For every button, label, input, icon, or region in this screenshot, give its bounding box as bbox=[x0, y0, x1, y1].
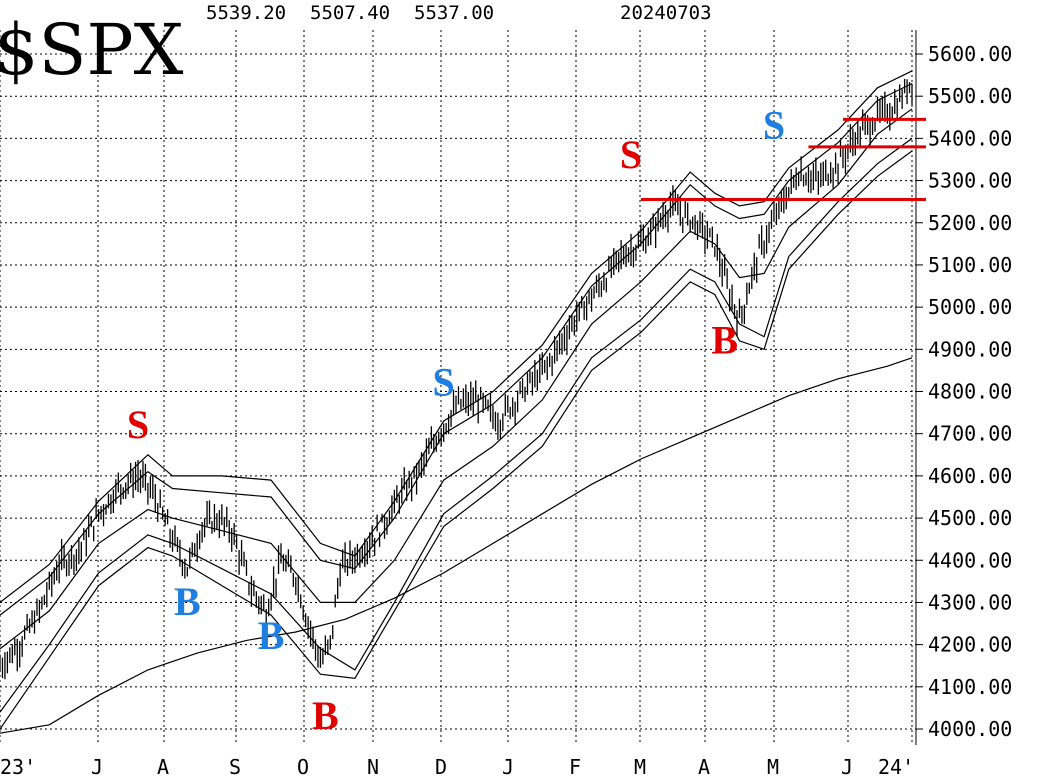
x-tick-label: 23' bbox=[0, 755, 36, 776]
band-lines bbox=[0, 70, 913, 734]
buy-signal-label: B bbox=[711, 318, 738, 363]
y-tick-label: 4700.00 bbox=[928, 422, 1012, 446]
y-tick-label: 5000.00 bbox=[928, 295, 1012, 319]
sell-signal-label: S bbox=[433, 360, 455, 405]
grid-lines bbox=[0, 30, 917, 745]
x-tick-label: J bbox=[841, 755, 853, 776]
y-tick-label: 4400.00 bbox=[928, 548, 1012, 572]
y-tick-label: 4200.00 bbox=[928, 633, 1012, 657]
ohlc-date: 20240703 bbox=[620, 2, 712, 24]
x-tick-label: A bbox=[698, 755, 710, 776]
price-bars bbox=[0, 78, 913, 680]
horizontal-levels bbox=[640, 117, 926, 202]
x-tick-label: J bbox=[91, 755, 103, 776]
y-tick-label: 4500.00 bbox=[928, 506, 1012, 530]
y-tick-label: 5500.00 bbox=[928, 84, 1012, 108]
ohlc-close: 5537.00 bbox=[414, 2, 494, 24]
y-tick-label: 5300.00 bbox=[928, 169, 1012, 193]
series-upper-inner-band bbox=[0, 82, 913, 616]
x-tick-label: A bbox=[157, 755, 169, 776]
x-tick-label: F bbox=[569, 755, 581, 776]
ohlc-low: 5507.40 bbox=[310, 2, 390, 24]
series-lower-inner-band bbox=[0, 137, 913, 713]
sell-signal-label: S bbox=[620, 132, 642, 177]
y-tick-label: 4300.00 bbox=[928, 590, 1012, 614]
x-tick-label: J bbox=[502, 755, 514, 776]
series-upper-outer-band bbox=[0, 70, 913, 603]
y-tick-label: 4600.00 bbox=[928, 464, 1012, 488]
x-tick-label: O bbox=[297, 755, 309, 776]
buy-signal-label: B bbox=[258, 613, 285, 658]
chart-title: $SPX bbox=[0, 9, 184, 91]
buy-signal-label: B bbox=[174, 579, 201, 624]
x-tick-label: N bbox=[367, 755, 379, 776]
series-200-day-ma bbox=[0, 357, 913, 734]
x-tick-label: S bbox=[229, 755, 241, 776]
x-tick-label: M bbox=[767, 755, 779, 776]
y-axis-labels: 5600.00 5500.00 5400.00 5300.00 5200.00 5100.… bbox=[916, 42, 1012, 741]
sell-signal-label: S bbox=[763, 102, 785, 147]
x-tick-label: M bbox=[634, 755, 646, 776]
ohlc-high: 5539.20 bbox=[206, 2, 286, 24]
y-tick-label: 4100.00 bbox=[928, 675, 1012, 699]
x-axis-labels: 23' J A S O N D J F M A M J 24' bbox=[0, 755, 914, 776]
x-tick-label: 24' bbox=[878, 755, 914, 776]
y-tick-label: 4800.00 bbox=[928, 380, 1012, 404]
series-lower-outer-band bbox=[0, 150, 913, 730]
y-tick-label: 5600.00 bbox=[928, 42, 1012, 66]
y-tick-label: 4900.00 bbox=[928, 337, 1012, 361]
y-tick-label: 4000.00 bbox=[928, 717, 1012, 741]
y-tick-label: 5400.00 bbox=[928, 126, 1012, 150]
y-tick-label: 5100.00 bbox=[928, 253, 1012, 277]
series-middle-band bbox=[0, 108, 913, 650]
y-tick-label: 5200.00 bbox=[928, 211, 1012, 235]
buy-signal-label: B bbox=[312, 693, 339, 738]
sell-signal-label: S bbox=[127, 402, 149, 447]
x-tick-label: D bbox=[435, 755, 447, 776]
